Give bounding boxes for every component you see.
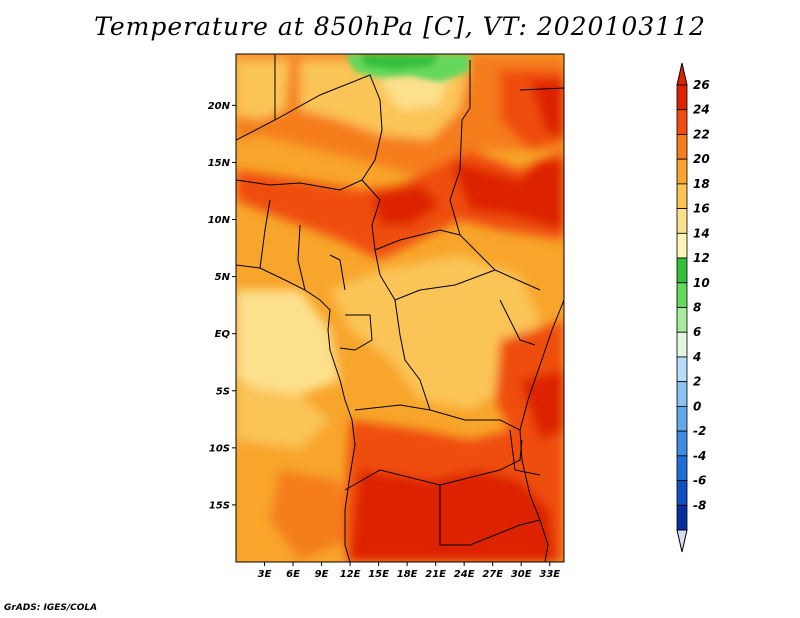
colorbar-label: 10 bbox=[693, 276, 710, 290]
plot-frame bbox=[235, 53, 565, 563]
temperature-field bbox=[236, 54, 564, 562]
lon-tick-label: 15E bbox=[368, 569, 389, 580]
lon-tick-label: 24E bbox=[454, 569, 475, 580]
lat-tick-label: EQ bbox=[215, 329, 231, 340]
lat-tick-label: 5S bbox=[216, 386, 230, 397]
colorbar-swatch bbox=[676, 257, 688, 284]
lon-tick-label: 27E bbox=[482, 569, 503, 580]
colorbar-label: 24 bbox=[693, 103, 710, 117]
colorbar-label: -4 bbox=[693, 449, 706, 463]
latitude-axis: 20N 15N 10N 5N EQ 5S 10S 15S bbox=[208, 101, 236, 511]
map-title: Temperature at 850hPa [C], VT: 202010311… bbox=[94, 12, 706, 41]
lon-tick-label: 6E bbox=[286, 569, 300, 580]
colorbar-swatch bbox=[676, 381, 688, 407]
colorbar-under-arrow bbox=[676, 529, 688, 553]
colorbar-label: 22 bbox=[693, 127, 710, 141]
colorbar-swatch bbox=[676, 331, 688, 358]
colorbar-label: -2 bbox=[693, 424, 706, 438]
colorbar-label: 26 bbox=[693, 78, 710, 92]
colorbar-label: 6 bbox=[693, 325, 701, 339]
colorbar-swatch bbox=[676, 183, 688, 210]
colorbar-label: 18 bbox=[693, 177, 710, 191]
colorbar-swatch bbox=[676, 405, 688, 432]
colorbar-swatch bbox=[676, 232, 688, 259]
colorbar-swatch bbox=[676, 84, 688, 111]
colorbar-label: -8 bbox=[693, 498, 706, 512]
colorbar-label: 16 bbox=[693, 202, 710, 216]
lat-tick-label: 5N bbox=[215, 272, 231, 283]
colorbar-label: 8 bbox=[693, 301, 701, 315]
colorbar-swatch bbox=[676, 134, 688, 160]
colorbar-swatch bbox=[676, 430, 688, 457]
colorbar-swatch bbox=[676, 504, 688, 531]
colorbar-label: 2 bbox=[693, 375, 701, 389]
lat-tick-label: 10S bbox=[209, 443, 230, 454]
colorbar-swatch bbox=[676, 455, 688, 481]
lon-tick-label: 9E bbox=[315, 569, 329, 580]
lon-tick-label: 18E bbox=[397, 569, 418, 580]
lon-tick-label: 30E bbox=[511, 569, 532, 580]
colorbar-swatch bbox=[676, 208, 688, 234]
lat-tick-label: 10N bbox=[208, 215, 231, 226]
colorbar-swatch bbox=[676, 109, 688, 135]
colorbar-swatch bbox=[676, 307, 688, 333]
colorbar-label: -6 bbox=[693, 474, 706, 488]
lon-tick-label: 21E bbox=[425, 569, 446, 580]
colorbar-label: 0 bbox=[693, 399, 701, 413]
lat-tick-label: 15S bbox=[209, 500, 230, 511]
lon-tick-label: 12E bbox=[340, 569, 361, 580]
colorbar-swatch bbox=[676, 158, 688, 185]
colorbar-label: 20 bbox=[693, 152, 710, 166]
colorbar-swatch bbox=[676, 480, 688, 506]
lon-tick-label: 3E bbox=[258, 569, 272, 580]
colorbar-over-arrow bbox=[676, 62, 688, 86]
colorbar-swatch bbox=[676, 282, 688, 308]
colorbar-swatch bbox=[676, 356, 688, 383]
lon-tick-label: 33E bbox=[539, 569, 560, 580]
colorbar-label: 14 bbox=[693, 226, 710, 240]
longitude-axis: 3E 6E 9E 12E 15E 18E 21E 24E 27E 30E 33E bbox=[258, 562, 560, 580]
colorbar-label: 4 bbox=[692, 350, 701, 364]
grads-credit: GrADS: IGES/COLA bbox=[4, 603, 98, 613]
colorbar-label: 12 bbox=[693, 251, 710, 265]
country-boundaries bbox=[236, 54, 564, 562]
lat-tick-label: 20N bbox=[208, 101, 231, 112]
lat-tick-label: 15N bbox=[208, 158, 231, 169]
